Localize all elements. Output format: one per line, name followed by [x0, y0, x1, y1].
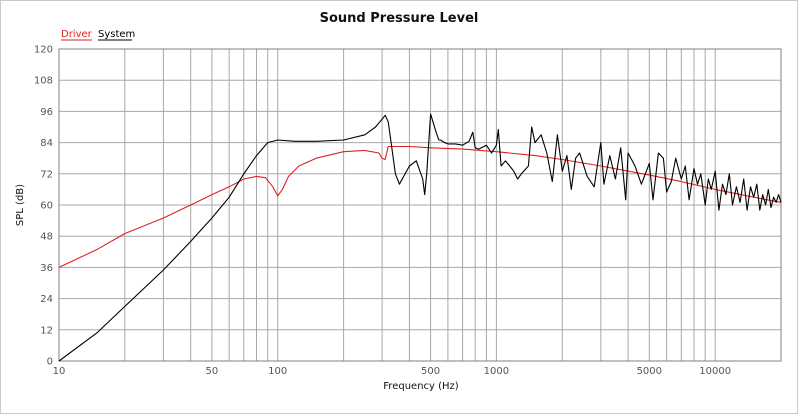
y-tick-label: 12: [40, 325, 53, 336]
y-axis-title: SPL (dB): [15, 184, 26, 226]
x-axis-ticks: 10 50 100 500 1000 5000 10000: [53, 366, 731, 377]
series-layer: [58, 113, 782, 362]
grid-lines: [59, 49, 781, 361]
series-line-driver: [58, 145, 782, 268]
x-tick-label: 500: [421, 366, 440, 377]
y-tick-label: 24: [40, 294, 53, 305]
y-tick-label: 108: [34, 76, 53, 87]
y-axis-ticks: 0 12 24 36 48 60 72 84 96 108 120: [34, 45, 53, 368]
y-tick-label: 0: [47, 357, 53, 368]
legend: Driver System: [61, 29, 135, 41]
chart-title: Sound Pressure Level: [320, 11, 479, 26]
y-tick-label: 72: [40, 169, 53, 180]
x-tick-label: 100: [268, 366, 287, 377]
y-tick-label: 60: [40, 201, 53, 212]
y-tick-label: 84: [40, 138, 53, 149]
legend-driver-label: Driver: [61, 29, 93, 40]
x-tick-label: 10000: [699, 366, 731, 377]
x-axis-title: Frequency (Hz): [383, 381, 459, 392]
x-tick-label: 1000: [484, 366, 509, 377]
y-tick-label: 48: [40, 232, 53, 243]
x-tick-label: 10: [53, 366, 66, 377]
x-tick-label: 5000: [637, 366, 662, 377]
y-tick-label: 96: [40, 107, 53, 118]
plot-area-border: [58, 48, 782, 362]
y-tick-label: 36: [40, 263, 53, 274]
y-tick-label: 120: [34, 45, 53, 56]
x-tick-label: 50: [206, 366, 219, 377]
legend-system-label: System: [98, 29, 135, 40]
series-line-system: [58, 113, 782, 362]
